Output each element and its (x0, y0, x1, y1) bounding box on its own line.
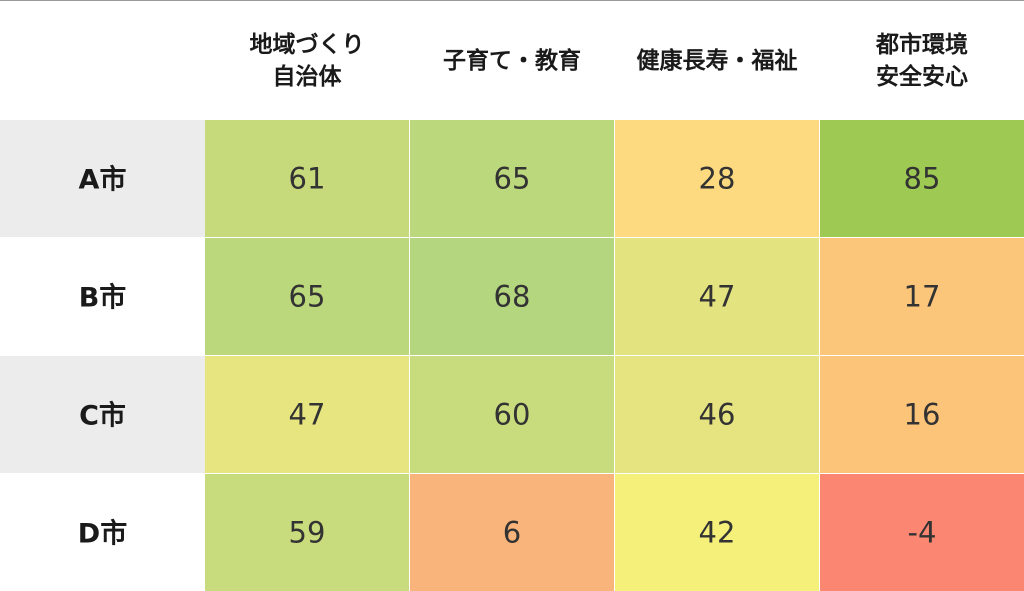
heatmap-cell (410, 356, 614, 473)
cell-value-label: 59 (289, 516, 326, 550)
heatmap-cell (205, 356, 409, 473)
cell-value-label: 46 (699, 398, 736, 432)
cell-value-label: 6 (503, 516, 521, 550)
heatmap-cell (820, 474, 1024, 591)
column-header-4: 安全安心 (876, 63, 968, 90)
row-label-background (0, 238, 205, 355)
heatmap-cell (615, 356, 819, 473)
row-label-1: A市 (79, 164, 127, 196)
cell-value-label: 16 (904, 398, 941, 432)
row-label-3: C市 (79, 400, 126, 432)
cell-value-label: 65 (289, 280, 326, 314)
cell-value-label: -4 (908, 516, 937, 550)
column-header-1: 地域づくり (250, 31, 365, 58)
heatmap-cell (820, 238, 1024, 355)
row-label-background (0, 120, 205, 237)
heatmap-cell (615, 120, 819, 237)
cell-value-label: 28 (699, 162, 736, 196)
heatmap-cell (820, 120, 1024, 237)
cell-value-label: 42 (699, 516, 736, 550)
row-label-2: B市 (79, 282, 127, 314)
cell-value-label: 47 (699, 280, 736, 314)
column-header-4: 都市環境 (875, 31, 968, 58)
heatmap-cell (205, 238, 409, 355)
cell-value-label: 60 (494, 398, 531, 432)
heatmap-cell (205, 120, 409, 237)
heatmap-cell (820, 356, 1024, 473)
heatmap-cell (410, 238, 614, 355)
cell-value-label: 68 (494, 280, 531, 314)
cell-value-label: 61 (289, 162, 326, 196)
cell-value-label: 17 (904, 280, 941, 314)
row-label-4: D市 (78, 518, 127, 550)
column-header-1: 自治体 (273, 63, 343, 90)
cell-value-label: 65 (494, 162, 531, 196)
cell-value-label: 47 (289, 398, 326, 432)
column-header-3: 健康長寿・福祉 (637, 47, 798, 74)
heatmap-cell (410, 474, 614, 591)
heatmap-cell (615, 474, 819, 591)
heatmap-cell (205, 474, 409, 591)
column-header-2: 子育て・教育 (443, 47, 581, 74)
heatmap-cell (615, 238, 819, 355)
row-label-background (0, 356, 205, 473)
heatmap-cell (410, 120, 614, 237)
row-label-background (0, 474, 205, 591)
cell-value-label: 85 (904, 162, 941, 196)
